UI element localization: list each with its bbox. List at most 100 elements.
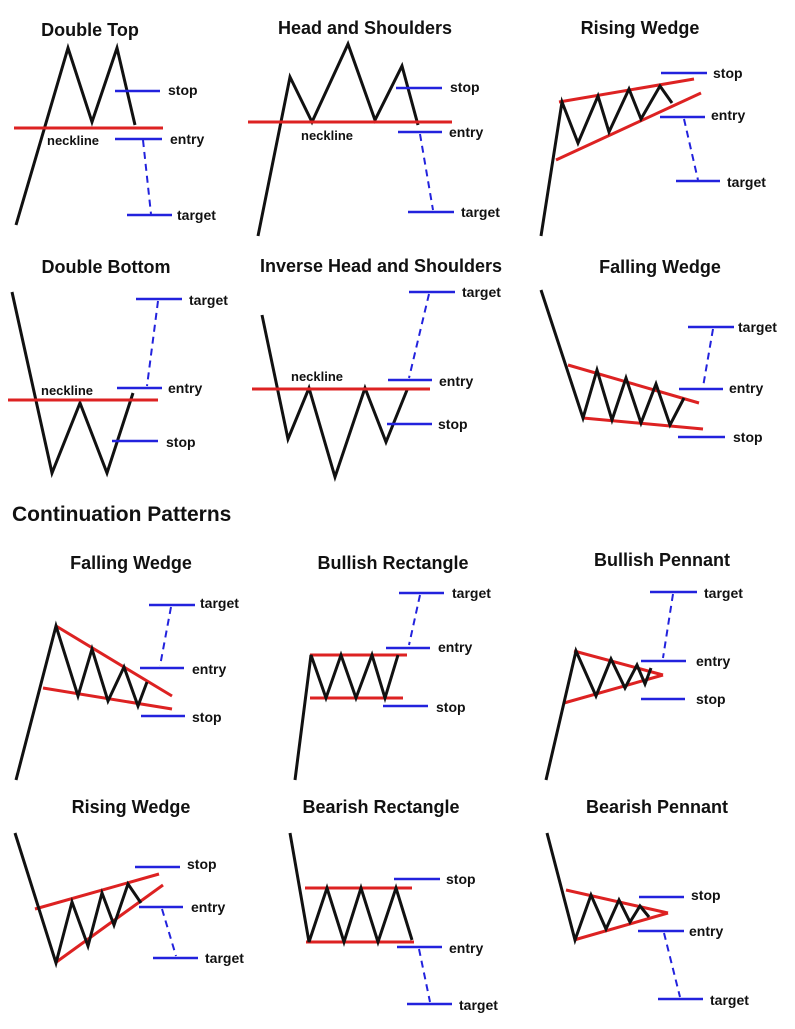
pattern-title: Double Bottom: [42, 257, 171, 277]
neckline-label: neckline: [291, 369, 343, 384]
lower-trendline: [54, 883, 164, 965]
entry-label: entry: [689, 923, 723, 939]
upper-trendline: [567, 363, 700, 405]
stop-label: stop: [166, 434, 196, 450]
entry-label: entry: [168, 380, 202, 396]
neckline-label: neckline: [41, 383, 93, 398]
stop-label: stop: [696, 691, 726, 707]
target-label: target: [710, 992, 749, 1008]
stop-label: stop: [436, 699, 466, 715]
entry-label: entry: [711, 107, 745, 123]
projection-line: [146, 300, 159, 387]
pattern-title: Falling Wedge: [70, 553, 192, 573]
projection-line: [683, 118, 699, 181]
target-label: target: [727, 174, 766, 190]
price-path: [260, 314, 409, 482]
upper-trendline: [55, 624, 173, 698]
pattern-title: Bearish Pennant: [586, 797, 728, 817]
price-path: [545, 832, 651, 946]
pattern-title: Double Top: [41, 20, 139, 40]
price-path: [10, 291, 135, 479]
upper-trendline: [34, 872, 160, 911]
price-path: [288, 832, 414, 947]
pattern-falling-wedge-continuation: Falling Wedge target entry stop: [14, 553, 239, 781]
price-path: [539, 289, 686, 429]
target-label: target: [200, 595, 239, 611]
pattern-title: Bullish Pennant: [594, 550, 730, 570]
entry-label: entry: [191, 899, 225, 915]
price-path: [13, 832, 143, 969]
price-path: [539, 83, 674, 237]
stop-label: stop: [733, 429, 763, 445]
upper-trendline: [573, 649, 664, 677]
projection-line: [142, 139, 152, 215]
target-label: target: [189, 292, 228, 308]
neckline-label: neckline: [301, 128, 353, 143]
entry-label: entry: [438, 639, 472, 655]
target-label: target: [738, 319, 777, 335]
pattern-falling-wedge-reversal: Falling Wedge target entry stop: [539, 257, 777, 445]
pattern-title: Rising Wedge: [72, 797, 191, 817]
price-path: [14, 620, 149, 781]
pattern-title: Falling Wedge: [599, 257, 721, 277]
projection-line: [408, 293, 430, 379]
projection-line: [418, 948, 431, 1003]
target-label: target: [461, 204, 500, 220]
projection-line: [408, 594, 421, 646]
lower-trendline: [573, 911, 669, 942]
target-label: target: [459, 997, 498, 1013]
lower-trendline: [555, 91, 702, 162]
stop-label: stop: [168, 82, 198, 98]
pattern-title: Head and Shoulders: [278, 18, 452, 38]
projection-line: [159, 606, 172, 667]
projection-line: [419, 133, 434, 211]
section-header: Continuation Patterns: [12, 503, 231, 526]
pattern-bearish-pennant: Bearish Pennant stop entry target: [545, 797, 749, 1008]
pattern-bullish-pennant: Bullish Pennant target entry stop: [544, 550, 743, 781]
pattern-title: Bullish Rectangle: [317, 553, 468, 573]
stop-label: stop: [187, 856, 217, 872]
price-path: [544, 646, 653, 781]
target-label: target: [205, 950, 244, 966]
target-label: target: [462, 284, 501, 300]
entry-label: entry: [192, 661, 226, 677]
neckline-label: neckline: [47, 133, 99, 148]
stop-label: stop: [446, 871, 476, 887]
pattern-rising-wedge-continuation: Rising Wedge stop entry target: [13, 797, 244, 969]
projection-line: [663, 932, 681, 998]
target-label: target: [452, 585, 491, 601]
target-label: target: [177, 207, 216, 223]
pattern-head-and-shoulders: Head and Shoulders neckline stop entry t…: [248, 18, 500, 237]
entry-label: entry: [449, 124, 483, 140]
stop-label: stop: [713, 65, 743, 81]
pattern-double-top: Double Top neckline stop entry target: [14, 20, 216, 226]
projection-line: [702, 328, 714, 388]
entry-label: entry: [696, 653, 730, 669]
stop-label: stop: [450, 79, 480, 95]
projection-line: [161, 908, 177, 957]
target-label: target: [704, 585, 743, 601]
price-path: [293, 650, 400, 781]
pattern-title: Bearish Rectangle: [302, 797, 459, 817]
pattern-bearish-rectangle: Bearish Rectangle stop entry target: [288, 797, 498, 1013]
entry-label: entry: [449, 940, 483, 956]
stop-label: stop: [438, 416, 468, 432]
lower-trendline: [582, 416, 704, 431]
pattern-inverse-head-and-shoulders: Inverse Head and Shoulders neckline targ…: [252, 256, 502, 482]
pattern-title: Inverse Head and Shoulders: [260, 256, 502, 276]
price-path: [14, 42, 137, 226]
entry-label: entry: [170, 131, 204, 147]
pattern-bullish-rectangle: Bullish Rectangle target entry stop: [293, 553, 491, 781]
pattern-title: Rising Wedge: [581, 18, 700, 38]
stop-label: stop: [691, 887, 721, 903]
price-path: [256, 40, 420, 237]
upper-trendline: [558, 77, 695, 104]
entry-label: entry: [439, 373, 473, 389]
entry-label: entry: [729, 380, 763, 396]
projection-line: [662, 593, 674, 659]
pattern-double-bottom: Double Bottom neckline target entry stop: [8, 257, 228, 479]
stop-label: stop: [192, 709, 222, 725]
pattern-rising-wedge-reversal: Rising Wedge stop entry target: [539, 18, 766, 237]
